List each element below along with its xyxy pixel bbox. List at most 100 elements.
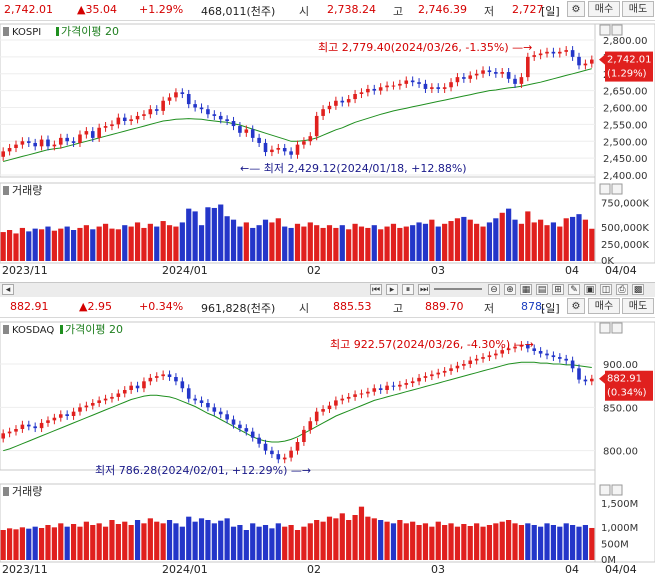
kosdaq-open: 885.53 (333, 300, 372, 313)
candle-body (26, 141, 31, 143)
zoom-slider[interactable] (434, 288, 482, 290)
kosdaq-buy-button[interactable]: 매수 (588, 298, 620, 314)
volume-bar (122, 225, 128, 261)
volume-bar (486, 222, 493, 261)
volume-bar (58, 228, 64, 261)
pane-control-icon[interactable] (611, 24, 623, 36)
candle-body (129, 119, 133, 121)
kospi-pct: +1.29% (139, 3, 184, 16)
volume-bar (154, 226, 160, 261)
play-icon[interactable]: ▸ (386, 284, 398, 295)
ma-legend-label: 가격이평 20 (61, 25, 119, 38)
volume-bar (294, 223, 301, 261)
volume-bar (339, 513, 345, 560)
volume-tick-label: 0M (601, 555, 616, 566)
volume-bar (326, 516, 333, 560)
candle-body (257, 137, 261, 143)
pane-control-icon[interactable] (599, 24, 611, 36)
pane-control-icon[interactable] (611, 484, 623, 496)
volume-bar (141, 227, 147, 261)
go-first-icon[interactable]: ⏮ (370, 284, 382, 295)
candle-body (583, 63, 588, 66)
volume-bar (230, 526, 237, 560)
volume-bar (557, 526, 563, 560)
draw-tool-icon[interactable]: ✎ (568, 284, 580, 295)
pane-control-icon[interactable] (611, 183, 623, 195)
volume-bar (32, 526, 38, 560)
candle-body (353, 394, 357, 397)
candle-body (289, 151, 293, 155)
volume-bar (19, 527, 25, 560)
volume-bar (365, 516, 371, 560)
print-icon[interactable]: ⎙ (616, 284, 628, 295)
candle-body (20, 424, 25, 429)
volume-bar (499, 212, 505, 261)
kosdaq-settings-gear-icon[interactable]: ⚙ (567, 298, 585, 314)
candle-body (180, 92, 185, 94)
kospi-period[interactable]: [일] (541, 5, 560, 18)
volume-bar (454, 218, 461, 261)
chart-scroll-toolbar: ◂ ⏮ ▸ ⏸ ⏭ ⊖ ⊕ ▦ ▤ ⊞ ✎ ▣ ◫ ⎙ ▩ (0, 282, 655, 298)
pane-control-icon[interactable] (611, 322, 623, 334)
kospi-settings-gear-icon[interactable]: ⚙ (567, 1, 585, 17)
candle-body (199, 400, 204, 403)
kosdaq-open-label: 시 (299, 302, 310, 315)
current-price-tag (605, 370, 653, 401)
candle-body (410, 80, 415, 83)
kospi-sell-button[interactable]: 매도 (622, 1, 654, 17)
kosdaq-chart: 900.00 850.00 800.00 1,500M 1,000M 500M 0M KOSD… (0, 321, 655, 576)
go-last-icon[interactable]: ⏭ (418, 284, 430, 295)
y-tick-label: 2,450.00 (603, 154, 648, 165)
candle-body (321, 409, 325, 412)
volume-bar (467, 219, 473, 261)
zoom-out-icon[interactable]: ⊖ (488, 284, 500, 295)
candle-body (372, 388, 377, 392)
kospi-buy-button[interactable]: 매수 (588, 1, 620, 17)
candle-body (430, 374, 434, 377)
candle-body (65, 137, 69, 142)
candle-body (148, 377, 153, 382)
volume-bar (544, 523, 550, 560)
volume-bar (198, 518, 205, 560)
y-tick-label: 2,600.00 (603, 104, 648, 115)
kospi-chart: 2,800.002,750.002,700.002,650.002,600.00… (0, 23, 655, 277)
volume-bar (512, 523, 518, 560)
candle-body (366, 88, 370, 93)
volume-bar (19, 227, 25, 261)
candle-body (270, 450, 274, 455)
volume-bar (474, 223, 480, 261)
y-tick-label: 2,400.00 (603, 171, 648, 182)
candle-body (122, 117, 127, 121)
candle-body (366, 391, 370, 394)
volume-bar (147, 518, 153, 560)
layout-icon[interactable]: ▣ (584, 284, 596, 295)
candle-body (7, 148, 12, 152)
candle-body (186, 388, 191, 399)
volume-bar (109, 228, 115, 261)
kosdaq-period[interactable]: [일] (541, 302, 560, 315)
indicator-icon[interactable]: ▤ (536, 284, 548, 295)
candle-body (231, 121, 236, 127)
candle-body (295, 442, 300, 451)
volume-bar (45, 226, 51, 261)
pane-control-icon[interactable] (599, 322, 611, 334)
pause-icon[interactable]: ⏸ (402, 284, 414, 295)
zoom-in-icon[interactable]: ⊕ (504, 284, 516, 295)
volume-bar (109, 520, 115, 560)
y-tick-label: 2,500.00 (603, 137, 648, 148)
compare-icon[interactable]: ⊞ (552, 284, 564, 295)
grid-icon[interactable]: ▩ (632, 284, 644, 295)
scroll-left-arrow-icon[interactable]: ◂ (2, 284, 14, 295)
candle-body (250, 129, 255, 138)
volume-bar (454, 526, 461, 560)
volume-bar (0, 530, 6, 560)
candle-body (174, 92, 178, 98)
volume-bar (51, 230, 57, 261)
pane-control-icon[interactable] (599, 484, 611, 496)
save-image-icon[interactable]: ◫ (600, 284, 612, 295)
kosdaq-sell-button[interactable]: 매도 (622, 298, 654, 314)
chart-type-icon[interactable]: ▦ (520, 284, 532, 295)
candle-body (474, 358, 479, 361)
volume-bar (90, 229, 96, 261)
pane-control-icon[interactable] (599, 183, 611, 195)
